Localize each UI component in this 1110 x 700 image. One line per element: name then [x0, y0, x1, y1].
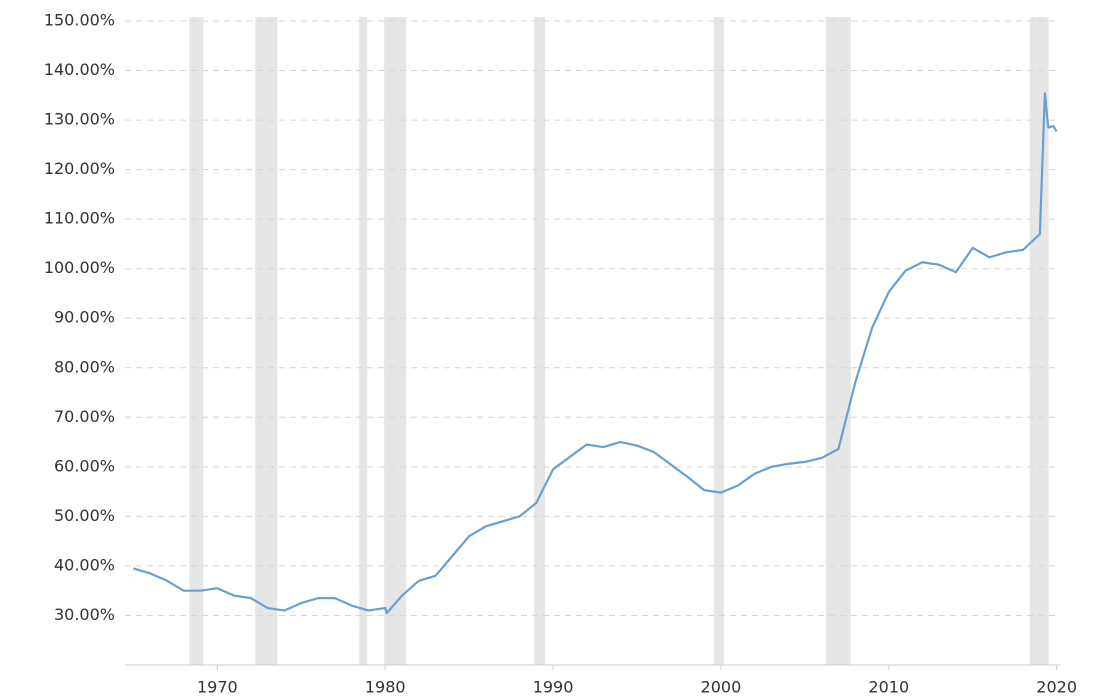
y-tick-label: 100.00%: [44, 258, 115, 277]
x-tick-label: 2010: [868, 678, 909, 697]
y-tick-label: 130.00%: [44, 110, 115, 129]
recession-band: [534, 17, 545, 665]
y-tick-label: 120.00%: [44, 159, 115, 178]
recession-band: [189, 17, 204, 665]
x-tick-label: 2020: [1036, 678, 1077, 697]
y-tick-label: 60.00%: [54, 456, 115, 475]
y-tick-label: 50.00%: [54, 506, 115, 525]
x-tick-label: 1990: [533, 678, 574, 697]
recession-band: [1029, 17, 1049, 665]
y-tick-label: 150.00%: [44, 11, 115, 30]
data-line: [133, 92, 1058, 615]
x-tick-label: 1980: [365, 678, 406, 697]
y-tick-label: 90.00%: [54, 308, 115, 327]
y-tick-label: 70.00%: [54, 407, 115, 426]
y-tick-label: 40.00%: [54, 555, 115, 574]
recession-band: [384, 17, 407, 665]
y-tick-label: 110.00%: [44, 209, 115, 228]
recession-band: [255, 17, 278, 665]
x-tick-label: 2000: [701, 678, 742, 697]
y-tick-label: 80.00%: [54, 357, 115, 376]
y-tick-label: 140.00%: [44, 60, 115, 79]
recession-band: [825, 17, 851, 665]
y-tick-label: 30.00%: [54, 605, 115, 624]
recession-band: [713, 17, 724, 665]
recession-band: [359, 17, 368, 665]
x-tick-label: 1970: [197, 678, 238, 697]
